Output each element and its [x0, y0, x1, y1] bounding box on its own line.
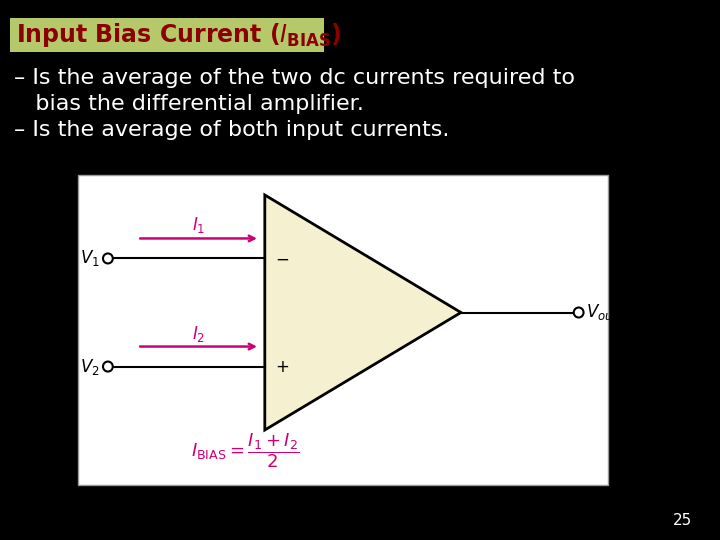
Polygon shape: [265, 195, 461, 430]
Text: $-$: $-$: [274, 249, 289, 267]
Text: Input Bias Current ($\mathit{I}_{\mathbf{BIAS}}$): Input Bias Current ($\mathit{I}_{\mathbf…: [16, 21, 341, 49]
Circle shape: [103, 362, 113, 372]
Text: – Is the average of the two dc currents required to: – Is the average of the two dc currents …: [14, 68, 575, 88]
Text: 25: 25: [673, 513, 693, 528]
Text: $\mathit{I}_1$: $\mathit{I}_1$: [192, 215, 205, 235]
Text: $\mathit{I}_{\mathrm{BIAS}} = \dfrac{\mathit{I}_1 + \mathit{I}_2}{2}$: $\mathit{I}_{\mathrm{BIAS}} = \dfrac{\ma…: [192, 431, 300, 470]
Bar: [10, 18, 324, 52]
Text: – Is the average of both input currents.: – Is the average of both input currents.: [14, 120, 449, 140]
Text: $V_{out}$: $V_{out}$: [587, 302, 619, 322]
Circle shape: [574, 307, 583, 318]
Text: bias the differential amplifier.: bias the differential amplifier.: [14, 94, 364, 114]
Text: $V_2$: $V_2$: [81, 356, 100, 376]
Text: $+$: $+$: [274, 357, 289, 375]
Text: $V_1$: $V_1$: [81, 248, 100, 268]
Circle shape: [103, 253, 113, 264]
Text: $\mathit{I}_2$: $\mathit{I}_2$: [192, 323, 205, 343]
Bar: [78, 175, 608, 485]
